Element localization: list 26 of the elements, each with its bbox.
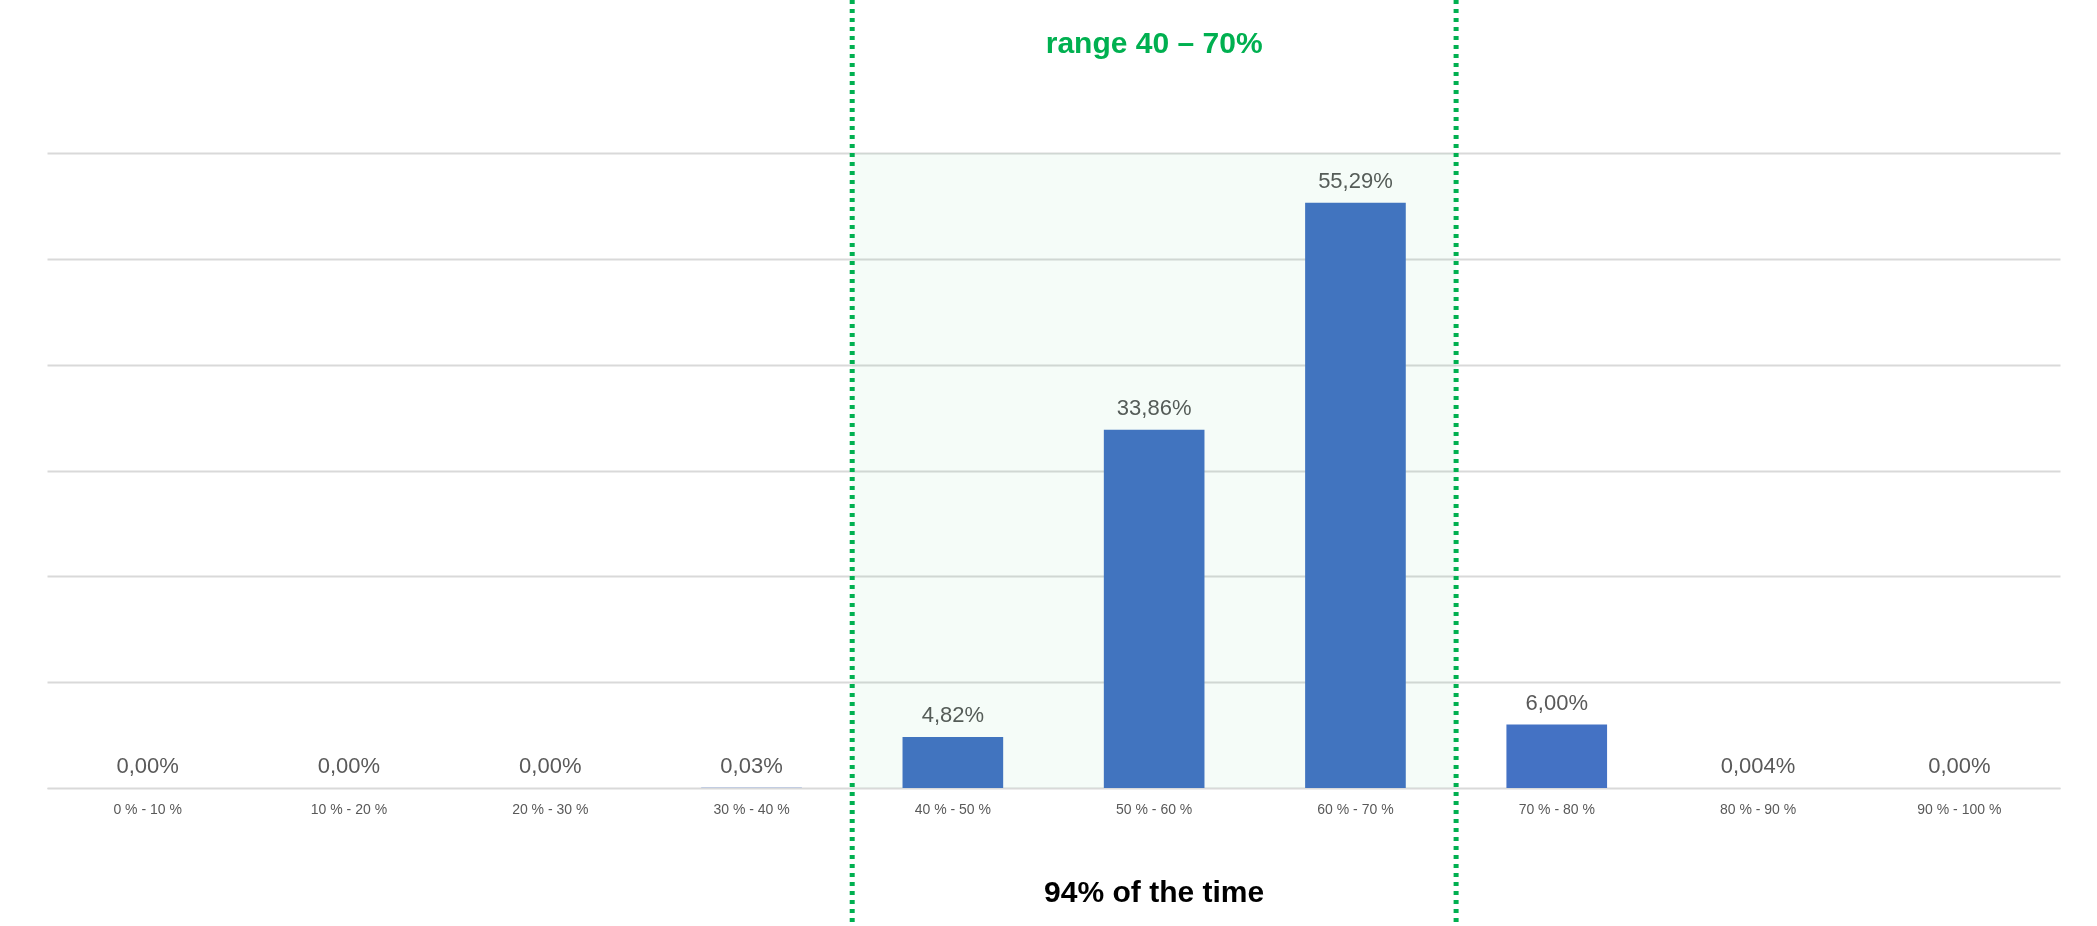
x-tick-label: 10 % - 20 % — [310, 800, 388, 817]
x-tick-label: 80 % - 90 % — [1719, 800, 1797, 817]
x-tick-label: 60 % - 70 % — [1317, 800, 1394, 817]
bar — [902, 736, 1004, 788]
data-label: 0,00% — [1928, 753, 1991, 778]
bar — [1305, 202, 1406, 788]
data-label: 0,03% — [720, 752, 783, 778]
data-label: 4,82% — [921, 701, 985, 727]
bar — [1103, 429, 1205, 788]
x-tick-label: 30 % - 40 % — [713, 800, 790, 817]
bar — [1506, 724, 1608, 788]
x-tick-label: 20 % - 30 % — [512, 800, 589, 817]
x-tick-label: 40 % - 50 % — [914, 800, 991, 817]
data-label: 33,86% — [1116, 394, 1192, 420]
x-tick-label: 50 % - 60 % — [1116, 800, 1193, 817]
x-tick-label: 70 % - 80 % — [1518, 800, 1595, 817]
data-label: 55,29% — [1318, 167, 1393, 193]
band-label: range 40 – 70% — [1045, 26, 1263, 59]
data-label: 0,00% — [519, 753, 582, 778]
x-tick-label: 90 % - 100 % — [1917, 800, 2002, 817]
data-label: 0,004% — [1720, 752, 1796, 778]
data-label: 0,00% — [116, 753, 179, 778]
x-tick-label: 0 % - 10 % — [113, 800, 182, 817]
data-label: 0,00% — [317, 753, 381, 778]
text: 94% of the time — [1044, 875, 1265, 908]
data-label: 6,00% — [1525, 689, 1588, 715]
